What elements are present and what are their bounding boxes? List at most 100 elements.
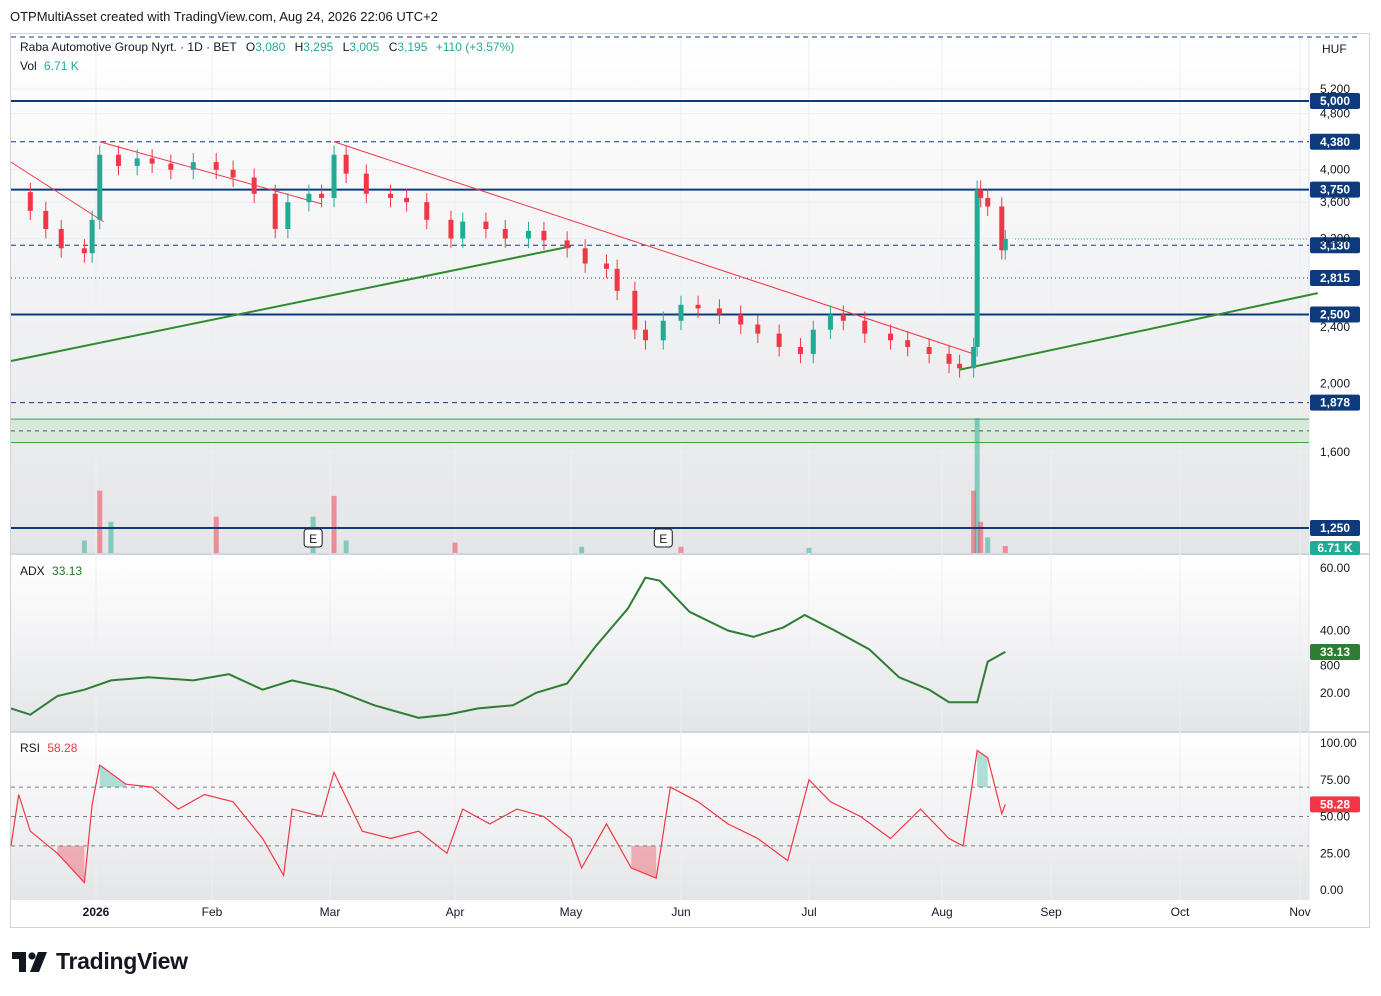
level-price-badge[interactable] xyxy=(1310,394,1360,411)
low-label: L xyxy=(342,40,350,54)
volume-bar[interactable] xyxy=(331,495,337,553)
earnings-event-label: E xyxy=(309,532,317,546)
candle-body[interactable] xyxy=(149,158,155,164)
candle-body[interactable] xyxy=(81,248,87,254)
candle-body[interactable] xyxy=(827,314,833,330)
candle-body[interactable] xyxy=(957,363,963,369)
candle-body[interactable] xyxy=(776,333,782,347)
candle-body[interactable] xyxy=(43,210,49,229)
candle-body[interactable] xyxy=(230,169,236,178)
chart-frame[interactable] xyxy=(10,33,1370,928)
candle-body[interactable] xyxy=(660,320,666,341)
candle-body[interactable] xyxy=(971,346,977,369)
candle-body[interactable] xyxy=(343,154,349,174)
candle-body[interactable] xyxy=(974,189,980,347)
time-tick-label: Oct xyxy=(1171,905,1190,919)
candle-body[interactable] xyxy=(926,346,932,354)
candle-body[interactable] xyxy=(643,329,649,341)
candle-body[interactable] xyxy=(525,230,531,239)
candle-body[interactable] xyxy=(213,162,219,170)
candle-body[interactable] xyxy=(888,333,894,341)
level-price-badge[interactable] xyxy=(1310,181,1360,198)
candle-body[interactable] xyxy=(97,154,103,220)
trendline[interactable] xyxy=(959,292,1318,371)
candle-body[interactable] xyxy=(168,163,174,170)
volume-bar[interactable] xyxy=(579,546,585,553)
level-price-badge[interactable] xyxy=(1310,93,1360,109)
candle-body[interactable] xyxy=(502,228,508,239)
candle-body[interactable] xyxy=(251,177,257,194)
candle-body[interactable] xyxy=(985,197,991,207)
candle-body[interactable] xyxy=(678,304,684,321)
adx-line[interactable] xyxy=(10,576,1006,719)
trendline[interactable] xyxy=(10,245,572,362)
candle-body[interactable] xyxy=(272,193,278,229)
volume-bar[interactable] xyxy=(97,490,103,553)
candle-body[interactable] xyxy=(695,304,701,309)
candle-body[interactable] xyxy=(541,230,547,241)
volume-bar[interactable] xyxy=(343,540,349,553)
candle-body[interactable] xyxy=(404,197,410,203)
candle-body[interactable] xyxy=(448,219,454,239)
earnings-event-marker[interactable] xyxy=(303,528,323,548)
earnings-event-marker[interactable] xyxy=(653,528,673,548)
candle-body[interactable] xyxy=(306,193,312,203)
candle-body[interactable] xyxy=(363,173,369,194)
volume-bar[interactable] xyxy=(81,540,87,553)
price-pane-bg[interactable] xyxy=(11,36,1309,553)
candle-body[interactable] xyxy=(862,320,868,334)
level-price-badge[interactable] xyxy=(1310,133,1360,150)
tradingview-brand[interactable]: TradingView xyxy=(12,948,188,975)
candle-body[interactable] xyxy=(603,263,609,269)
candle-body[interactable] xyxy=(483,221,489,229)
candle-body[interactable] xyxy=(978,189,984,198)
candle-body[interactable] xyxy=(319,193,325,198)
candle-body[interactable] xyxy=(424,202,430,220)
level-price-badge[interactable] xyxy=(1310,520,1360,537)
level-price-badge[interactable] xyxy=(1310,306,1360,323)
candle-body[interactable] xyxy=(387,193,393,198)
candle-body[interactable] xyxy=(115,154,121,166)
candle-body[interactable] xyxy=(331,154,337,198)
candle-body[interactable] xyxy=(716,308,722,315)
volume-bar[interactable] xyxy=(452,542,458,553)
candle-body[interactable] xyxy=(1002,238,1008,251)
candle-body[interactable] xyxy=(564,240,570,249)
candle-body[interactable] xyxy=(190,162,196,170)
candle-body[interactable] xyxy=(810,329,816,354)
candle-body[interactable] xyxy=(58,228,64,249)
level-price-badge[interactable] xyxy=(1310,269,1360,286)
volume-bar[interactable] xyxy=(108,521,114,553)
candle-body[interactable] xyxy=(285,202,291,229)
volume-bar[interactable] xyxy=(971,490,977,553)
volume-bar[interactable] xyxy=(978,521,984,553)
candle-body[interactable] xyxy=(632,290,638,330)
price-tick-label: 2,400 xyxy=(1320,320,1350,334)
candle-body[interactable] xyxy=(582,248,588,264)
trendline[interactable] xyxy=(333,141,974,355)
candle-body[interactable] xyxy=(134,158,140,166)
trendline[interactable] xyxy=(10,161,104,223)
candle-body[interactable] xyxy=(946,353,952,364)
candle-body[interactable] xyxy=(460,221,466,239)
candle-body[interactable] xyxy=(905,340,911,347)
volume-badge-label: 6.71 K xyxy=(1317,541,1353,555)
candle-body[interactable] xyxy=(738,314,744,325)
rsi-line[interactable] xyxy=(10,749,1006,884)
candle-body[interactable] xyxy=(614,268,620,291)
candle-body[interactable] xyxy=(797,346,803,354)
candle-body[interactable] xyxy=(27,192,33,211)
adx-pane-bg[interactable] xyxy=(11,555,1309,731)
volume-bar[interactable] xyxy=(806,547,812,553)
volume-bar[interactable] xyxy=(974,418,980,553)
candle-body[interactable] xyxy=(89,219,95,254)
level-price-badge[interactable] xyxy=(1310,237,1360,254)
volume-bar[interactable] xyxy=(1002,546,1008,553)
candle-body[interactable] xyxy=(755,324,761,334)
volume-bar[interactable] xyxy=(985,537,991,553)
volume-bar[interactable] xyxy=(213,516,219,553)
volume-bar[interactable] xyxy=(678,546,684,553)
candle-body[interactable] xyxy=(840,314,846,321)
candle-body[interactable] xyxy=(999,206,1005,251)
